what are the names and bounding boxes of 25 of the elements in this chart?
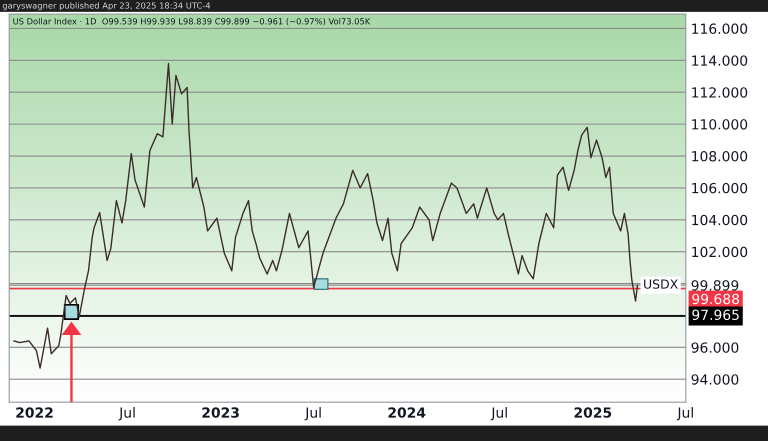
x-tick-label: 2022 <box>16 407 53 418</box>
text: garyswagner published Apr 23, 2025 18:34 UTC-4 <box>2 2 210 10</box>
y-tick-label: 108.000 <box>692 150 748 162</box>
y-tick-label: 114.000 <box>692 55 748 66</box>
ref-line-label: 97.965 <box>692 310 739 320</box>
x-tick-label: 2025 <box>574 407 612 418</box>
y-tick-label: 94.000 <box>692 374 738 385</box>
x-tick-label: 2024 <box>388 407 426 418</box>
y-tick-label: 99.899 <box>692 280 738 291</box>
y-tick-label: 112.000 <box>692 87 748 98</box>
y-tick-label: 104.000 <box>692 214 748 226</box>
y-tick-label: 102.000 <box>692 246 748 258</box>
x-tick-label: Jul <box>490 407 507 420</box>
x-tick-label: 2023 <box>202 407 239 418</box>
x-tick-label: Jul <box>304 407 321 420</box>
y-tick-label: 106.000 <box>692 182 748 194</box>
y-tick-label: 110.000 <box>692 119 748 130</box>
annotation: USDX <box>644 279 678 289</box>
x-tick-label: Jul <box>676 407 693 420</box>
y-tick-label: 116.000 <box>692 23 748 34</box>
y-tick-label: 96.000 <box>692 342 738 353</box>
chart-title: US Dollar Index · 1D O99.539 H99.939 L98.839 C99.899 −0.961 (−0.97%) Vol73.05K <box>13 18 370 26</box>
line-series <box>13 62 638 369</box>
ref-line-label: 99.688 <box>692 294 740 304</box>
x-tick-label: Jul <box>118 407 135 420</box>
